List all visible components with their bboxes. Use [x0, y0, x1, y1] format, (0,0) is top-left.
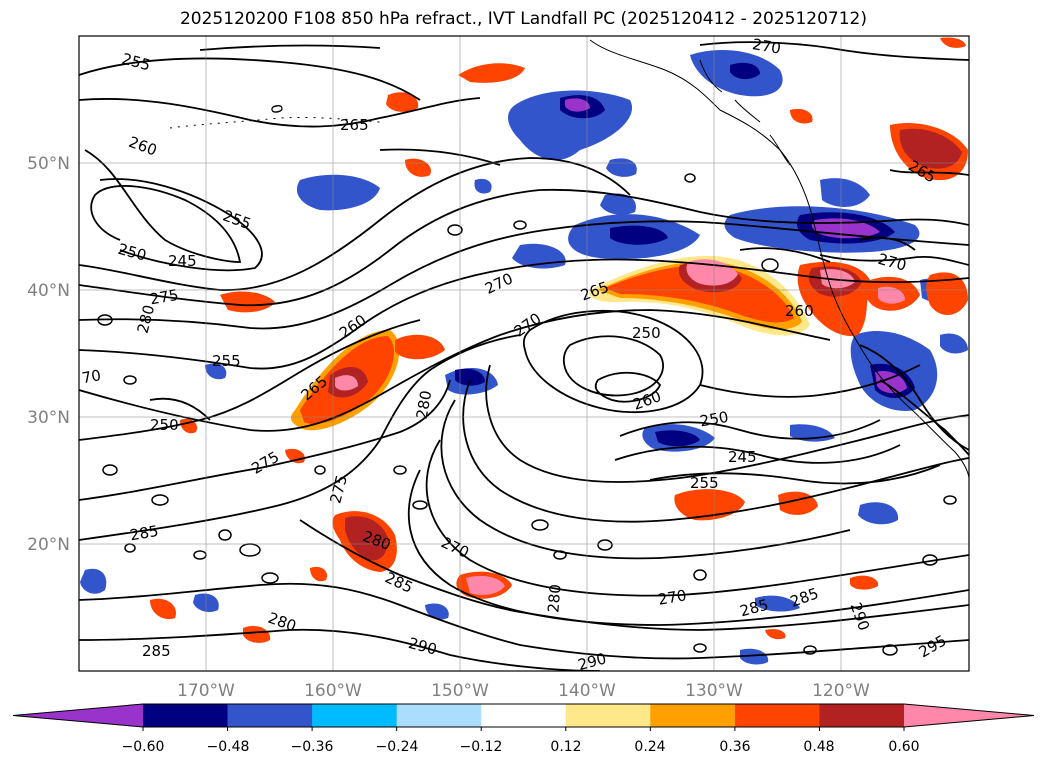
- colorbar-segment: [650, 704, 736, 727]
- contour-label: 245: [168, 252, 197, 270]
- contour-label: 275: [148, 286, 179, 309]
- colorbar-tick-label: −0.12: [460, 739, 503, 755]
- lat-label: 50°N: [27, 154, 70, 174]
- lon-label: 170°W: [177, 681, 235, 701]
- colorbar-segment: [227, 704, 313, 727]
- lat-label: 30°N: [27, 408, 70, 428]
- lat-label: 20°N: [27, 535, 70, 555]
- map-title: 2025120200 F108 850 hPa refract., IVT La…: [179, 9, 867, 29]
- contour-label: 285: [128, 522, 159, 545]
- colorbar-segment: [734, 704, 820, 727]
- colorbar-extend-max: [904, 704, 1034, 727]
- lon-label: 140°W: [558, 681, 616, 701]
- colorbar-tick-label: −0.60: [122, 739, 165, 755]
- contour-label: 285: [142, 642, 171, 660]
- lon-label: 130°W: [685, 681, 743, 701]
- colorbar-segments: [12, 703, 1035, 731]
- colorbar-tick-label: −0.36: [291, 739, 334, 755]
- contour-label: 260: [785, 302, 814, 320]
- colorbar-tick-labels: −0.60 −0.48 −0.36 −0.24 −0.12 0.12 0.24 …: [122, 739, 920, 755]
- lon-axis-labels: 170°W 160°W 150°W 140°W 130°W 120°W: [177, 681, 870, 701]
- colorbar-tick-label: 0.24: [634, 739, 665, 755]
- contour-label: 70: [80, 366, 102, 387]
- lat-axis-labels: 50°N 40°N 30°N 20°N: [27, 154, 70, 555]
- contour-label: 270: [657, 586, 688, 609]
- colorbar-extend-min: [13, 704, 143, 727]
- contour-label: 245: [728, 448, 757, 466]
- lon-label: 150°W: [431, 681, 489, 701]
- plot-frame: [78, 35, 970, 672]
- colorbar-segment: [143, 704, 229, 727]
- colorbar-tick-label: 0.60: [888, 739, 919, 755]
- colorbar-tick-label: 0.48: [803, 739, 834, 755]
- contour-label: 270: [751, 35, 782, 58]
- colorbar-segment: [565, 704, 651, 727]
- contour-label: 280: [413, 389, 436, 420]
- colorbar-tick-label: 0.36: [719, 739, 750, 755]
- contour-label: 280: [544, 583, 564, 613]
- colorbar-segment: [312, 704, 398, 727]
- contour-label: 250: [632, 324, 661, 342]
- map-gridlines: [79, 36, 969, 671]
- contour-label: 290: [576, 649, 608, 674]
- contour-label: 265: [340, 116, 369, 134]
- colorbar-tick-label: −0.24: [376, 739, 419, 755]
- colorbar-tick-label: 0.12: [550, 739, 581, 755]
- contour-label: 250: [698, 408, 729, 431]
- contour-label: 255: [690, 474, 719, 492]
- contour-label: 0: [267, 103, 286, 116]
- contour-label: 250: [150, 416, 179, 434]
- map-plot: 255 260 265 270 255 250 245 275 280 260 …: [79, 35, 969, 674]
- colorbar-segment: [481, 704, 567, 727]
- lat-label: 40°N: [27, 281, 70, 301]
- colorbar-segment: [819, 704, 905, 727]
- lon-label: 160°W: [304, 681, 362, 701]
- colorbar: −0.60 −0.48 −0.36 −0.24 −0.12 0.12 0.24 …: [12, 703, 1035, 755]
- contour-noise: [97, 173, 957, 656]
- colorbar-segment: [396, 704, 482, 727]
- lon-label: 120°W: [812, 681, 870, 701]
- colorbar-tick-label: −0.48: [207, 739, 250, 755]
- contour-label: 255: [212, 352, 241, 370]
- contour-lines: [79, 41, 969, 671]
